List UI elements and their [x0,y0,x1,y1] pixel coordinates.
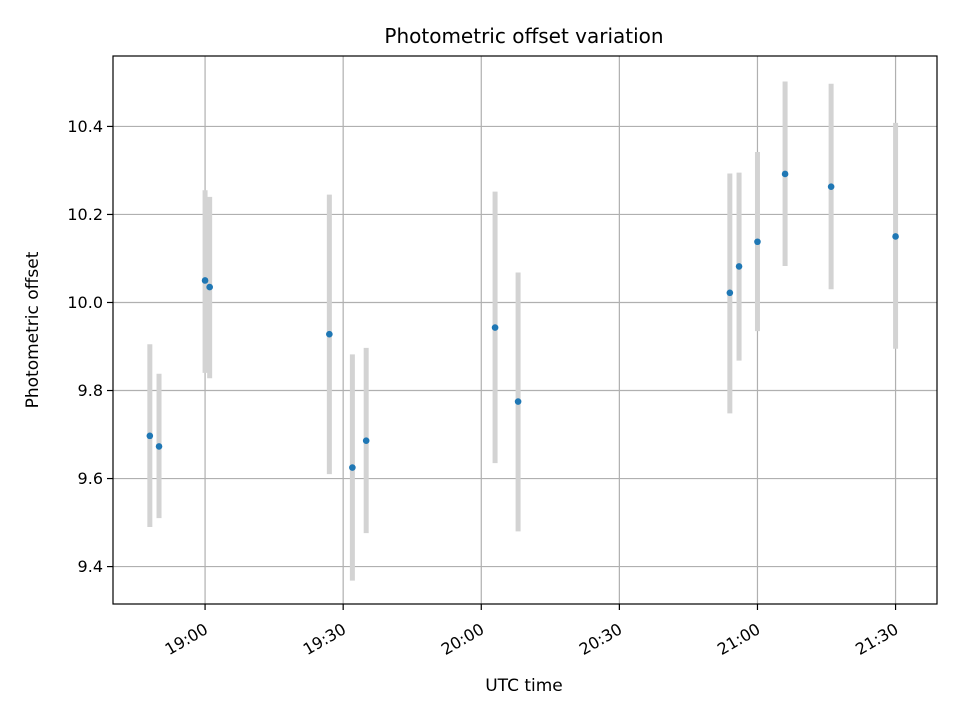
x-axis-title: UTC time [485,676,563,696]
data-point [491,324,499,331]
plot-frame [112,55,938,605]
tick-layer: 19:00 19:30 20:00 20:30 21:00 21:30 9.4 9.6 9.8 1… [67,117,901,659]
y-tick-label: 10.4 [67,117,103,136]
x-tick-label: 20:00 [438,619,487,659]
x-tick-label: 21:30 [852,619,901,659]
data-point [349,464,356,471]
data-point [892,233,899,240]
x-tick-label: 19:00 [162,619,211,659]
data-point [155,443,163,450]
x-tick-label: 20:30 [576,619,625,659]
x-tick-label: 21:00 [714,619,763,659]
data-point [362,437,370,445]
data-point [781,170,789,178]
y-tick-label: 10.0 [67,293,103,312]
data-point [201,277,209,284]
y-tick-label: 9.8 [78,381,103,400]
x-tick-label: 19:30 [300,619,349,659]
data-point [326,330,333,338]
y-tick-label: 9.6 [78,469,103,488]
point-layer [146,170,899,471]
data-point [514,398,522,405]
data-point [726,289,734,297]
data-point [735,263,743,270]
y-axis-title: Photometric offset [23,251,43,408]
data-point [754,238,761,246]
y-tick-label: 9.4 [78,557,103,576]
grid-layer [113,56,937,604]
y-tick-label: 10.2 [67,205,103,224]
chart-title: Photometric offset variation [384,24,663,48]
errorbar-layer [147,81,899,581]
data-point [827,183,835,191]
data-point [206,283,213,291]
data-point [146,432,154,440]
